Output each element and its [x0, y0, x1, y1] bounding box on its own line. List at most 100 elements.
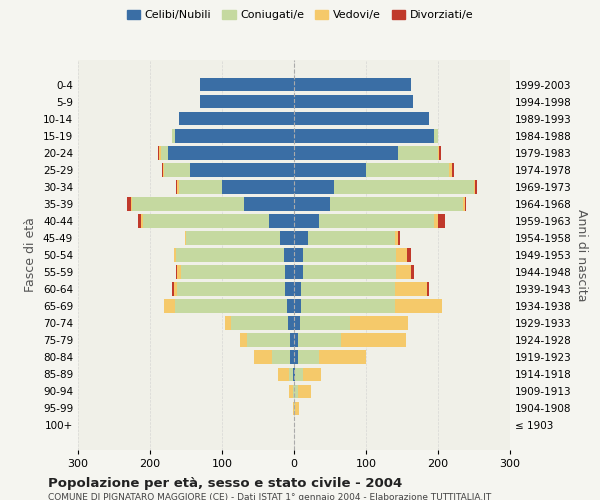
Bar — [293, 402, 294, 415]
Bar — [272, 350, 290, 364]
Bar — [427, 282, 428, 296]
Bar — [474, 180, 475, 194]
Bar — [398, 231, 400, 245]
Y-axis label: Fasce di età: Fasce di età — [25, 218, 37, 292]
Bar — [293, 368, 294, 381]
Bar — [395, 300, 442, 313]
Bar — [168, 146, 294, 160]
Bar — [330, 197, 463, 210]
Bar — [294, 180, 334, 194]
Bar — [302, 265, 396, 279]
Bar — [334, 180, 474, 194]
Text: COMUNE DI PIGNATARO MAGGIORE (CE) - Dati ISTAT 1° gennaio 2004 - Elaborazione TU: COMUNE DI PIGNATARO MAGGIORE (CE) - Dati… — [48, 492, 491, 500]
Bar — [176, 265, 178, 279]
Bar — [280, 231, 294, 245]
Bar — [366, 163, 449, 176]
Bar — [131, 197, 132, 210]
Bar — [127, 197, 131, 210]
Bar — [294, 282, 301, 296]
Bar — [269, 214, 294, 228]
Bar — [185, 231, 186, 245]
Bar — [295, 368, 302, 381]
Bar — [294, 334, 298, 347]
Bar — [410, 265, 414, 279]
Bar — [172, 282, 174, 296]
Bar — [302, 368, 320, 381]
Bar — [254, 350, 272, 364]
Bar — [132, 197, 244, 210]
Bar — [294, 368, 295, 381]
Bar — [302, 248, 396, 262]
Bar — [290, 334, 294, 347]
Bar — [240, 334, 247, 347]
Bar — [176, 248, 284, 262]
Bar — [175, 248, 176, 262]
Bar — [294, 402, 295, 415]
Bar — [247, 334, 290, 347]
Bar — [143, 214, 269, 228]
Bar — [179, 180, 222, 194]
Bar — [439, 146, 441, 160]
Bar — [160, 146, 161, 160]
Bar — [278, 368, 289, 381]
Bar — [294, 231, 308, 245]
Bar — [350, 316, 408, 330]
Bar — [175, 300, 287, 313]
Bar — [190, 163, 294, 176]
Bar — [319, 350, 366, 364]
Bar — [434, 129, 438, 142]
Bar — [181, 265, 286, 279]
Bar — [398, 146, 438, 160]
Bar — [294, 129, 434, 142]
Bar — [158, 146, 160, 160]
Bar — [164, 300, 175, 313]
Text: Popolazione per età, sesso e stato civile - 2004: Popolazione per età, sesso e stato civil… — [48, 478, 402, 490]
Bar — [396, 265, 410, 279]
Bar — [186, 231, 280, 245]
Bar — [294, 95, 413, 108]
Bar — [174, 282, 178, 296]
Bar — [301, 282, 395, 296]
Bar — [308, 231, 395, 245]
Bar — [179, 112, 294, 126]
Bar — [319, 214, 434, 228]
Bar — [294, 146, 398, 160]
Bar — [176, 180, 178, 194]
Bar — [449, 163, 452, 176]
Bar — [222, 180, 294, 194]
Bar — [295, 402, 299, 415]
Bar — [178, 180, 179, 194]
Bar — [438, 214, 445, 228]
Bar — [288, 316, 294, 330]
Bar — [294, 316, 300, 330]
Bar — [463, 197, 464, 210]
Bar — [142, 214, 143, 228]
Bar — [294, 265, 302, 279]
Bar — [294, 384, 298, 398]
Bar — [289, 368, 293, 381]
Bar — [294, 112, 430, 126]
Bar — [395, 231, 398, 245]
Bar — [200, 95, 294, 108]
Bar — [475, 180, 477, 194]
Bar — [161, 163, 163, 176]
Y-axis label: Anni di nascita: Anni di nascita — [575, 209, 588, 301]
Bar — [300, 316, 350, 330]
Bar — [287, 300, 294, 313]
Bar — [164, 163, 190, 176]
Bar — [294, 197, 330, 210]
Bar — [298, 334, 341, 347]
Bar — [172, 129, 175, 142]
Bar — [464, 197, 466, 210]
Bar — [438, 146, 439, 160]
Bar — [294, 78, 412, 92]
Bar — [225, 316, 230, 330]
Bar — [286, 282, 294, 296]
Bar — [178, 282, 286, 296]
Legend: Celibi/Nubili, Coniugati/e, Vedovi/e, Divorziati/e: Celibi/Nubili, Coniugati/e, Vedovi/e, Di… — [122, 6, 478, 25]
Bar — [294, 300, 301, 313]
Bar — [294, 350, 298, 364]
Bar — [294, 214, 319, 228]
Bar — [407, 248, 410, 262]
Bar — [230, 316, 288, 330]
